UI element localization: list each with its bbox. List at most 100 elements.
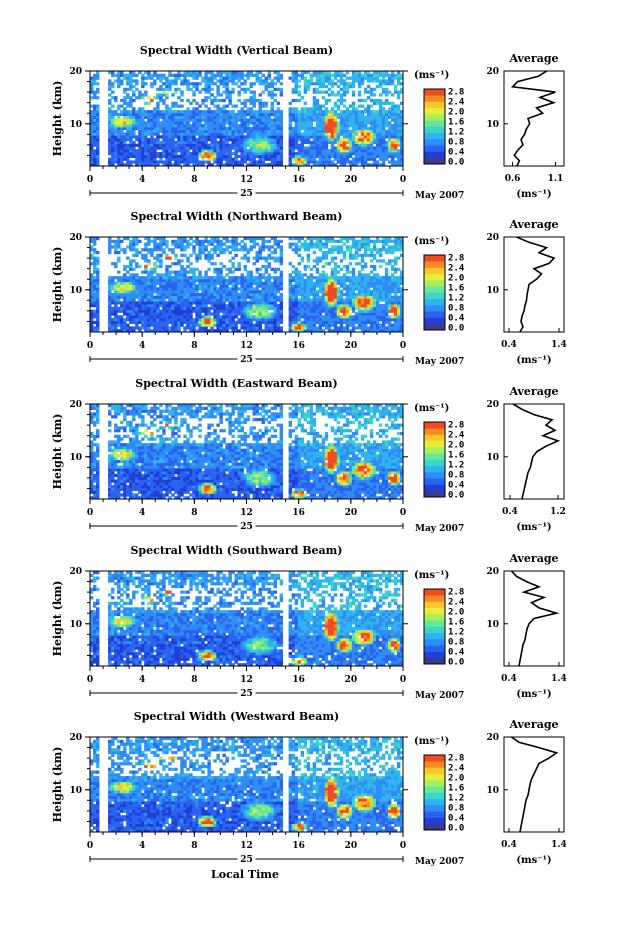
heatmap-cell [156,76,160,80]
heatmap-cell [309,124,314,128]
heatmap-cell [360,259,365,263]
heatmap-cell [180,124,184,128]
heatmap-cell [153,315,157,319]
heatmap-cell [366,135,371,139]
heatmap-cell [213,98,217,103]
heatmap-cell [345,121,350,125]
heatmap-cell [354,284,359,288]
heatmap-cell [249,152,253,156]
heatmap-cell [246,152,250,156]
heatmap-cell [348,281,353,285]
heatmap-cell [168,256,172,260]
heatmap-cell [339,318,344,322]
heatmap-cell [243,126,247,131]
heatmap-cell [324,298,329,302]
heatmap-cell [360,157,365,161]
heatmap-cell [96,304,100,308]
heatmap-cell [231,326,235,330]
heatmap-cell [123,101,127,105]
heatmap-cell [243,278,247,283]
heatmap-cell [348,320,353,325]
heatmap-cell [195,126,199,131]
heatmap-cell [162,281,166,285]
heatmap-cell [219,138,223,142]
heatmap-cell [186,152,190,156]
heatmap-cell [117,290,121,294]
heatmap-cell [288,281,293,285]
heatmap-cell [324,154,329,159]
heatmap-cell [213,112,217,117]
heatmap-cell [159,304,163,308]
heatmap-cell [339,98,344,103]
heatmap-cell [339,276,344,280]
heatmap-cell [393,138,398,142]
heatmap-cell [222,71,226,75]
heatmap-cell [315,140,320,145]
heatmap-cell [219,270,223,274]
heatmap-cell [207,309,211,313]
heatmap-cell [291,264,296,269]
heatmap-cell [243,320,247,325]
heatmap-cell [297,323,302,327]
heatmap-cell [237,146,241,150]
heatmap-cell [309,267,314,271]
heatmap-cell [93,129,97,133]
heatmap-cell [324,129,329,133]
heatmap-cell [177,329,181,333]
heatmap-cell [234,112,238,117]
heatmap-cell [90,115,94,119]
heatmap-cell [162,110,166,114]
heatmap-cell [297,281,302,285]
heatmap-cell [114,284,118,288]
heatmap-cell [189,312,193,316]
heatmap-cell [399,129,404,133]
heatmap-cell [351,253,356,257]
heatmap-cell [225,96,229,100]
panel-title: Spectral Width (Northward Beam) [131,210,343,223]
heatmap-cell [267,149,271,153]
heatmap-cell [210,110,214,114]
heatmap-cell [321,309,326,313]
heatmap-cell [189,129,193,133]
heatmap-cell [288,146,293,150]
heatmap-cell [279,301,284,305]
heatmap-cell [315,270,320,274]
heatmap-cell [279,152,284,156]
heatmap-cell [363,318,368,322]
heatmap-cell [240,76,244,80]
heatmap-cell [141,129,145,133]
heatmap-cell [165,312,169,316]
heatmap-cell [354,140,359,145]
heatmap-cell [129,292,133,297]
heatmap-cell [201,304,205,308]
heatmap-cell [231,121,235,125]
heatmap-cell [294,245,299,249]
heatmap-cell [111,320,115,325]
heatmap-cell [303,76,308,80]
heatmap-cell [258,248,262,252]
heatmap-cell [90,110,94,114]
heatmap-cell [375,101,380,105]
heatmap-cell [291,295,296,299]
heatmap-cell [198,250,202,255]
heatmap-cell [90,320,94,325]
heatmap-cell [237,79,241,83]
heatmap-cell [204,309,208,313]
heatmap-cell [237,298,241,302]
heatmap-cell [123,250,127,255]
heatmap-cell [168,118,172,122]
heatmap-cell [234,253,238,257]
heatmap-cell [195,160,199,164]
month-label: May 2007 [415,191,464,201]
heatmap-cell [117,315,121,319]
heatmap-cell [330,318,335,322]
heatmap-cell [360,301,365,305]
heatmap-cell [261,248,265,252]
heatmap-cell [198,149,202,153]
heatmap-cell [117,138,121,142]
heatmap-cell [327,326,332,330]
heatmap-cell [192,290,196,294]
heatmap-cell [117,76,121,80]
heatmap-cell [276,101,281,105]
heatmap-cell [360,146,365,150]
